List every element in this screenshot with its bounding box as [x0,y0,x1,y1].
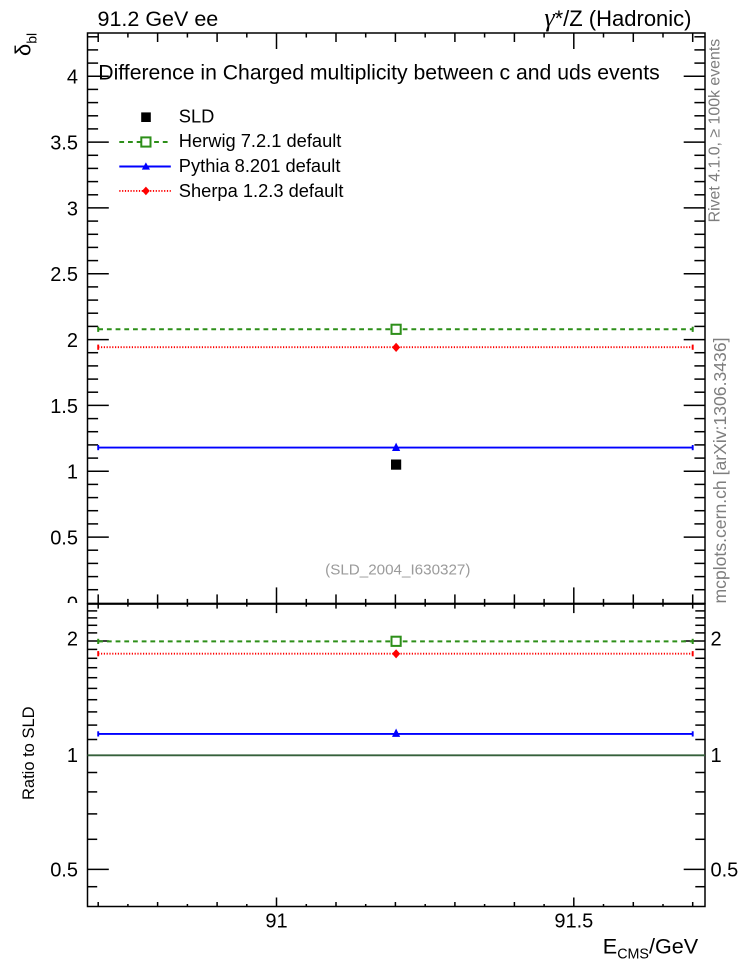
svg-text:Rivet 4.1.0, ≥ 100k events: Rivet 4.1.0, ≥ 100k events [707,39,724,223]
svg-text:mcplots.cern.ch [arXiv:1306.34: mcplots.cern.ch [arXiv:1306.3436] [710,337,730,603]
svg-text:3.5: 3.5 [50,133,78,155]
svg-text:0: 0 [67,593,78,615]
svg-text:1: 1 [67,745,78,767]
svg-text:SLD: SLD [179,105,215,126]
svg-text:2: 2 [67,629,78,651]
svg-text:Ratio to SLD: Ratio to SLD [20,706,38,800]
svg-text:1: 1 [711,745,722,767]
svg-text:Pythia 8.201 default: Pythia 8.201 default [179,155,341,176]
svg-text:3: 3 [67,198,78,220]
svg-text:0.5: 0.5 [50,528,78,550]
svg-text:2.5: 2.5 [50,264,78,286]
svg-text:Difference in Charged multipli: Difference in Charged multiplicity betwe… [98,61,659,84]
svg-text:Sherpa 1.2.3 default: Sherpa 1.2.3 default [179,180,344,201]
svg-text:0.5: 0.5 [711,859,739,881]
svg-text:0.5: 0.5 [50,859,78,881]
svg-text:2: 2 [67,330,78,352]
svg-text:1.5: 1.5 [50,396,78,418]
svg-text:1: 1 [67,462,78,484]
svg-text:91.2 GeV ee: 91.2 GeV ee [98,7,219,31]
svg-text:2: 2 [711,629,722,651]
svg-text:91.5: 91.5 [554,911,593,933]
svg-text:γ*/Z (Hadronic): γ*/Z (Hadronic) [544,3,691,32]
svg-text:Herwig 7.2.1 default: Herwig 7.2.1 default [179,130,342,151]
svg-text:ECMS/GeV: ECMS/GeV [603,934,699,963]
svg-text:(SLD_2004_I630327): (SLD_2004_I630327) [325,562,470,579]
svg-text:91: 91 [265,911,287,933]
svg-text:4: 4 [67,67,78,89]
